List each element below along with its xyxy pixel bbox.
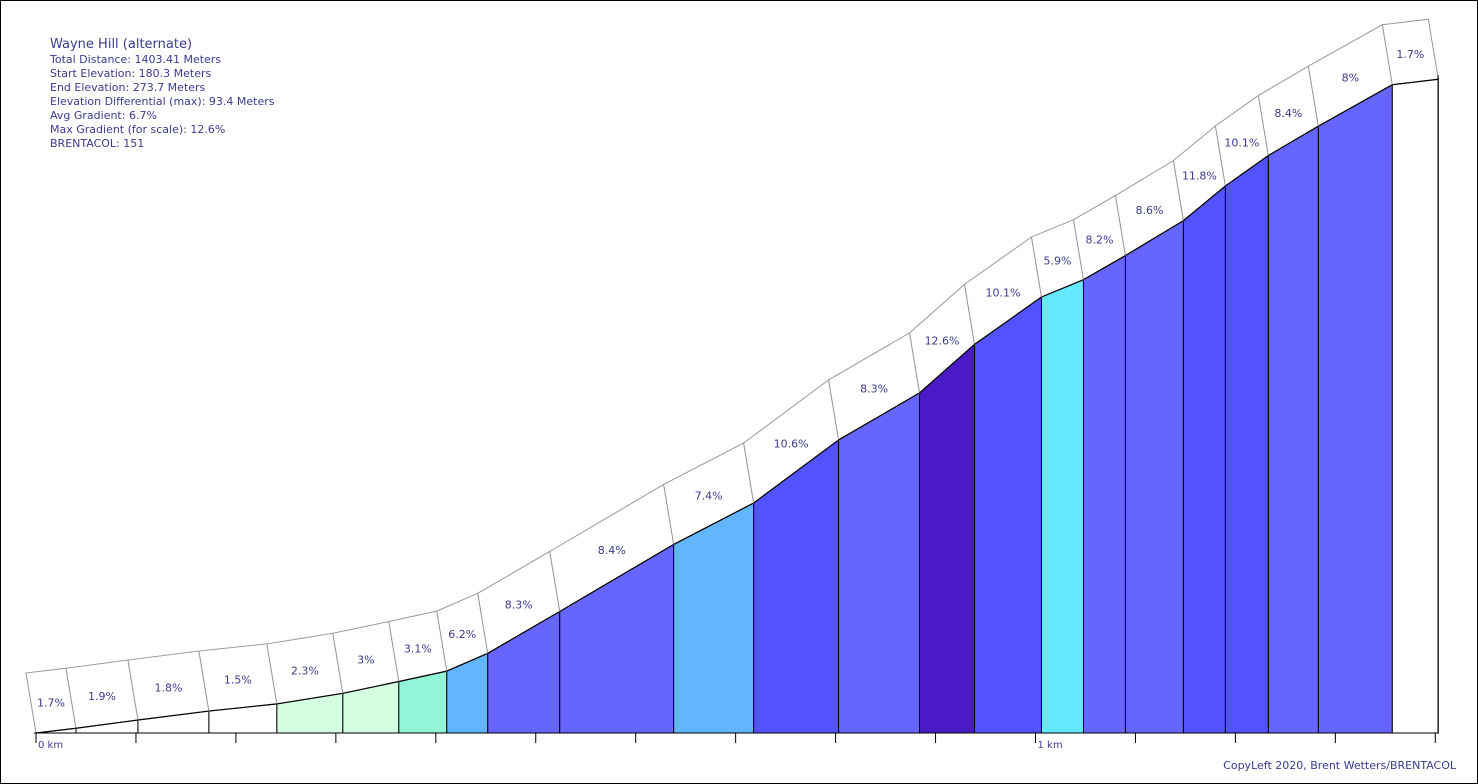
profile-line-3 [137, 710, 209, 721]
gradient-segment-19 [1182, 184, 1226, 734]
copyright-notice: CopyLeft 2020, Brent Wetters/BRENTACOL [1223, 759, 1456, 772]
gradient-label-12: 10.6% [774, 437, 809, 450]
profile-line-7 [398, 670, 447, 683]
gradient-label-9: 8.3% [505, 598, 533, 611]
profile-line-8 [446, 652, 489, 672]
profile-line-14 [919, 343, 975, 394]
x-tick-label-10: 1 km [1038, 740, 1063, 751]
gradient-label-13: 8.3% [860, 382, 888, 395]
profile-line-9 [487, 610, 561, 654]
profile-line-23 [1392, 78, 1439, 86]
profile-line-4 [208, 703, 277, 712]
gradient-segment-16 [1040, 278, 1084, 734]
gradient-segment-18 [1124, 219, 1184, 734]
profile-line-11 [673, 502, 754, 545]
gradient-segment-21 [1267, 125, 1319, 734]
gradient-label-14: 12.6% [925, 335, 960, 348]
gradient-label-20: 10.1% [1224, 137, 1259, 150]
gradient-segment-14 [919, 343, 976, 734]
end-elevation: End Elevation: 273.7 Meters [50, 81, 206, 94]
gradient-segment-22 [1317, 83, 1393, 734]
route-title: Wayne Hill (alternate) [50, 37, 193, 52]
profile-line-2 [75, 719, 139, 729]
profile-line-15 [974, 296, 1042, 345]
gradient-label-1: 1.7% [37, 697, 65, 710]
gradient-label-2: 1.9% [88, 690, 116, 703]
gradient-label-4: 1.5% [224, 673, 252, 686]
gradient-segment-23 [1391, 78, 1439, 734]
gradient-label-16: 5.9% [1044, 254, 1072, 267]
gradient-segment-15 [974, 296, 1042, 734]
gradient-label-7: 3.1% [404, 642, 432, 655]
profile-line-12 [753, 439, 839, 504]
profile-line-19 [1183, 185, 1226, 222]
gradient-label-19: 11.8% [1182, 169, 1217, 182]
gradient-label-17: 8.2% [1085, 234, 1113, 247]
x-tick-label-0: 0 km [38, 740, 63, 751]
start-elevation: Start Elevation: 180.3 Meters [50, 67, 212, 80]
gradient-label-8: 6.2% [448, 628, 476, 641]
gradient-label-3: 1.8% [154, 682, 182, 695]
total-distance: Total Distance: 1403.41 Meters [50, 53, 222, 66]
gradient-label-11: 7.4% [695, 490, 723, 503]
gradient-segment-17 [1082, 254, 1126, 734]
profile-line-5 [276, 692, 343, 705]
profile-line-22 [1318, 84, 1393, 127]
profile-line-17 [1083, 255, 1126, 281]
gradient-label-21: 8.4% [1274, 107, 1302, 120]
profile-line-10 [559, 543, 674, 612]
brentacol-score: BRENTACOL: 151 [50, 137, 145, 150]
profile-line-21 [1268, 125, 1319, 157]
profile-line-20 [1225, 155, 1269, 187]
gradient-label-18: 8.6% [1135, 204, 1163, 217]
profile-line-13 [838, 392, 920, 441]
profile-line-6 [342, 680, 399, 694]
max-gradient: Max Gradient (for scale): 12.6% [50, 123, 226, 136]
gradient-label-15: 10.1% [986, 287, 1021, 300]
route-info: Wayne Hill (alternate) Total Distance: 1… [50, 37, 274, 151]
profile-line-18 [1125, 220, 1184, 257]
profile-line-1 [35, 727, 77, 734]
elevation-differential: Elevation Differential (max): 93.4 Meter… [50, 95, 275, 108]
profile-line-16 [1041, 279, 1084, 298]
gradient-label-5: 2.3% [291, 665, 319, 678]
gradient-label-10: 8.4% [598, 544, 626, 557]
avg-gradient: Avg Gradient: 6.7% [50, 109, 157, 122]
gradient-segment-13 [838, 392, 921, 734]
gradient-label-6: 3% [357, 653, 374, 666]
gradient-segment-20 [1224, 154, 1269, 734]
gradient-label-23: 1.7% [1396, 48, 1424, 61]
gradient-label-22: 8% [1342, 71, 1359, 84]
